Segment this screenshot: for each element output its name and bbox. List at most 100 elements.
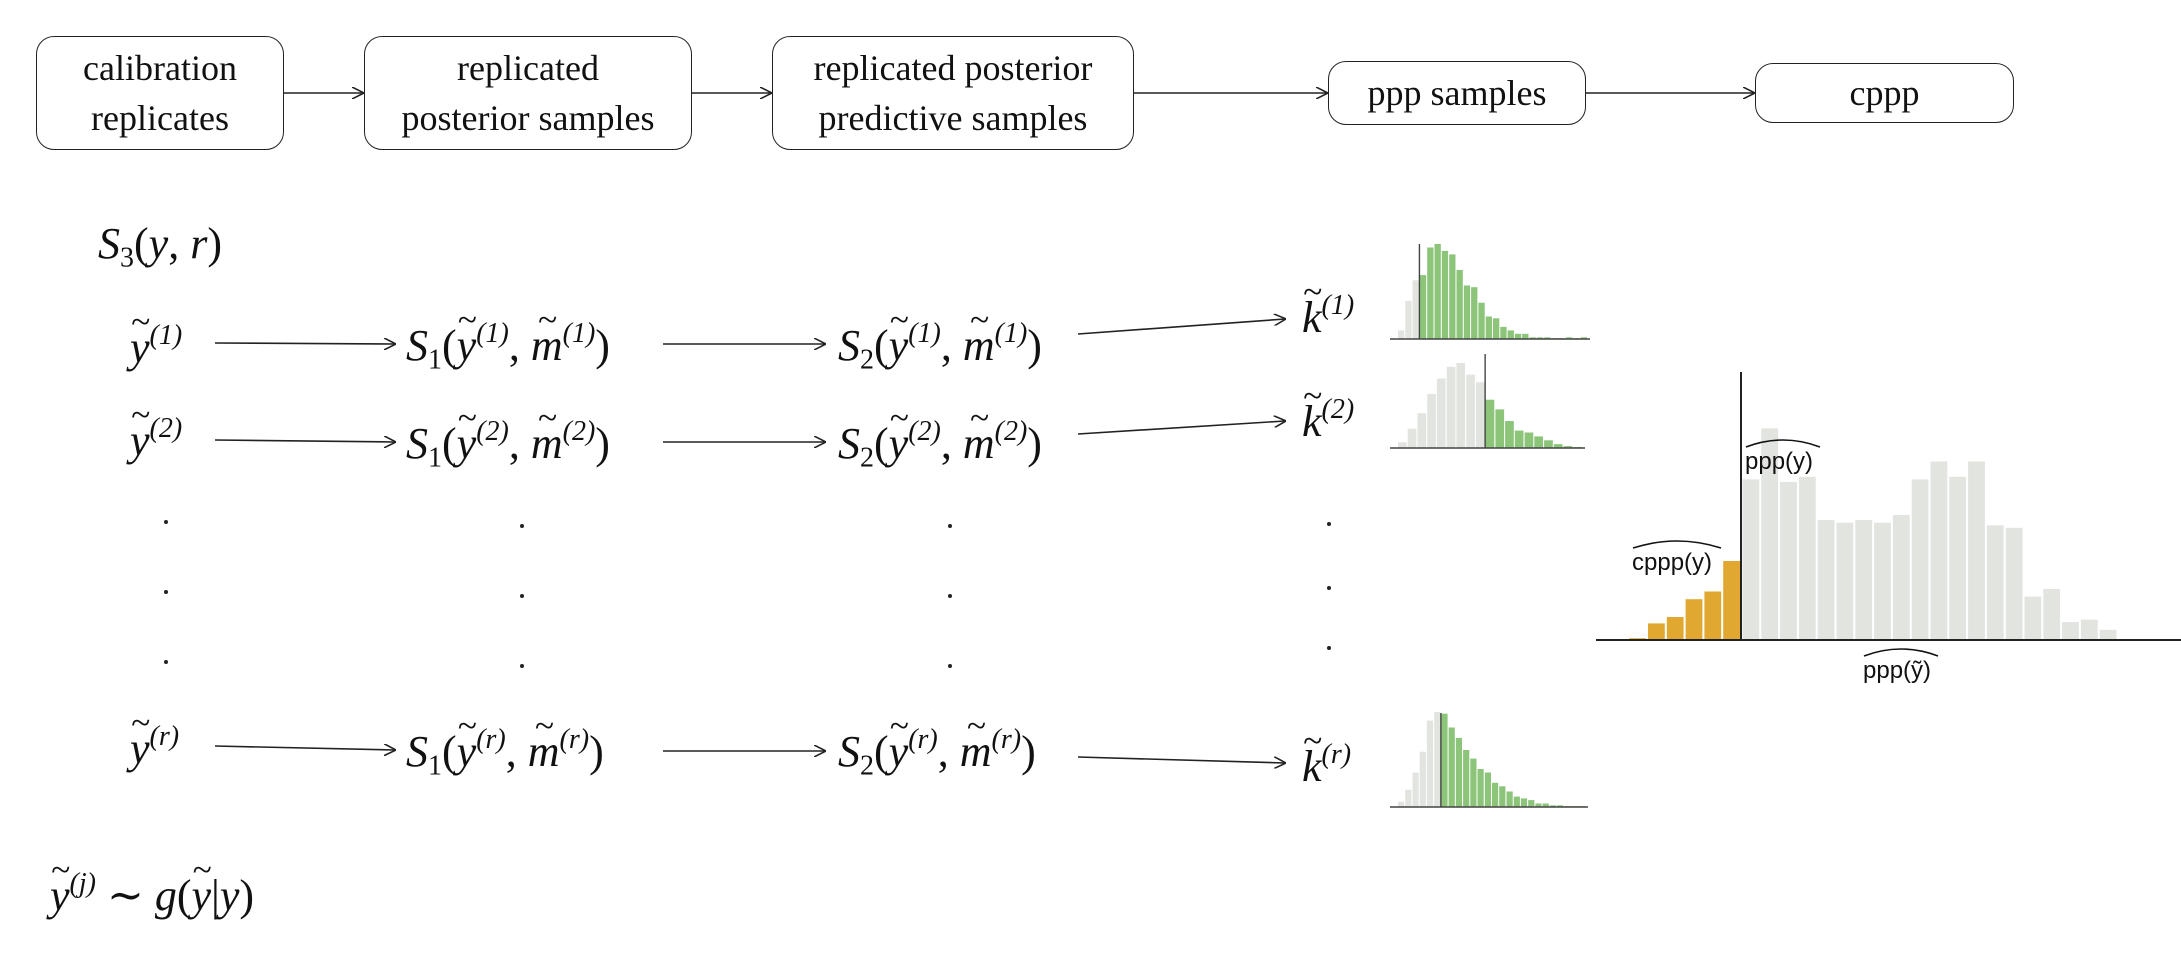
histogram-bar-above: [1780, 481, 1797, 640]
histogram-bar: [1427, 247, 1434, 339]
histogram-bar: [1478, 302, 1485, 339]
histogram-bar: [1419, 275, 1427, 339]
histogram-bar: [1407, 428, 1417, 448]
histogram-bar: [1470, 758, 1477, 807]
histogram-bar: [1466, 374, 1475, 448]
histogram-bar: [1514, 333, 1522, 339]
histogram-bar-above: [1742, 479, 1760, 640]
ellipsis-dot: [520, 524, 524, 528]
histogram-bar: [1499, 786, 1506, 807]
mini-histogram-kr: [1390, 712, 1588, 808]
histogram-bar: [1419, 751, 1426, 807]
histogram-bar: [1417, 413, 1427, 448]
histogram-bar: [1398, 330, 1405, 339]
histogram-bar: [1485, 316, 1492, 339]
arrow-rowr-c: [1077, 756, 1285, 763]
histogram-bar-above: [1874, 522, 1891, 640]
histogram-bar: [1514, 430, 1524, 448]
ellipsis-dot: [164, 590, 168, 594]
histogram-bar: [1536, 337, 1544, 339]
histogram-bar: [1398, 801, 1405, 807]
histogram-bar: [1398, 442, 1407, 448]
histogram-bar: [1544, 440, 1553, 448]
arrow-row2-c: [1077, 421, 1285, 435]
ellipsis-dot: [520, 664, 524, 668]
pipeline-step-calibration-replicates: calibration replicates: [36, 36, 284, 150]
histogram-bar-above: [1949, 476, 1967, 640]
histogram-bar-above: [2024, 596, 2042, 640]
histogram-bar-above: [1911, 479, 1929, 640]
histogram-bar: [1463, 750, 1470, 807]
histogram-bar-above: [1930, 461, 1948, 640]
histogram-bar: [1449, 254, 1456, 339]
histogram-bar: [1529, 337, 1536, 339]
histogram-bar: [1455, 737, 1462, 807]
ppp-y-label: ppp(y): [1745, 439, 1821, 476]
ellipsis-dot: [948, 594, 952, 598]
histogram-bar: [1475, 382, 1485, 448]
histogram-bar: [1549, 805, 1556, 807]
histogram-bar: [1456, 269, 1463, 339]
histogram-bar-above: [1761, 428, 1779, 640]
histogram-bar: [1524, 432, 1534, 448]
ellipsis-dot: [948, 664, 952, 668]
histogram-bar: [1557, 805, 1564, 807]
histogram-bar-above: [1968, 461, 1985, 640]
histogram-bar-above: [1836, 522, 1854, 640]
histogram-bar: [1566, 337, 1573, 339]
histogram-bar: [1484, 772, 1491, 807]
s3-formula: S3(y, r): [98, 219, 222, 274]
histogram-bar: [1563, 446, 1573, 448]
histogram-bar-above: [2062, 622, 2079, 640]
ellipsis-dot: [948, 524, 952, 528]
histogram-bar: [1412, 772, 1419, 807]
k-tilde-2: k(2): [1302, 395, 1354, 444]
arrow-row1-c: [1077, 319, 1285, 335]
histogram-bar: [1534, 436, 1543, 448]
ppp-histogram-bars: [1596, 372, 2181, 641]
cppp-y-label: cppp(y): [1632, 540, 1722, 577]
sampling-formula: y(j) ∼ g(y|y): [50, 869, 254, 918]
histogram-bar: [1493, 318, 1500, 339]
histogram-bar-above: [1798, 476, 1816, 640]
histogram-bar-above: [1986, 525, 2004, 640]
ellipsis-dot: [1327, 646, 1331, 650]
arrow-row2-a: [214, 440, 395, 442]
s2-formula-r: S2(y(r), m(r)): [838, 725, 1036, 780]
ellipsis-dot: [164, 520, 168, 524]
histogram-bar-below: [1704, 591, 1722, 640]
y-tilde-r: y(r): [130, 722, 179, 771]
histogram-bar: [1427, 393, 1436, 448]
histogram-bar: [1441, 250, 1449, 339]
histogram-bar: [1492, 782, 1499, 807]
histogram-bar: [1513, 796, 1520, 807]
pipeline-step-ppp-samples: ppp samples: [1328, 61, 1586, 125]
histogram-bar-above: [1817, 520, 1835, 640]
mini-histogram-k1: [1390, 244, 1590, 340]
histogram-bar: [1434, 244, 1441, 339]
arrow-row1-a: [214, 343, 395, 344]
ellipsis-dot: [520, 594, 524, 598]
y-tilde-2: y(2): [130, 414, 182, 463]
ellipsis-dot: [1327, 586, 1331, 590]
histogram-bar: [1446, 366, 1456, 448]
arrow-rowr-a: [214, 746, 395, 750]
histogram-bar: [1471, 287, 1478, 339]
histogram-bar-below: [1648, 623, 1665, 640]
histogram-bar-above: [2005, 527, 2023, 640]
histogram-bar: [1500, 326, 1507, 339]
y-tilde-1: y(1): [130, 321, 182, 370]
histogram-bar: [1507, 330, 1514, 339]
histogram-bar: [1441, 713, 1448, 807]
histogram-bar: [1495, 409, 1505, 448]
histogram-bar: [1505, 421, 1514, 448]
histogram-bar: [1580, 337, 1587, 339]
s2-formula-2: S2(y(2), m(2)): [838, 417, 1042, 472]
histogram-bar-below: [1723, 561, 1740, 640]
histogram-bar: [1520, 798, 1528, 807]
histogram-bar: [1426, 720, 1434, 807]
